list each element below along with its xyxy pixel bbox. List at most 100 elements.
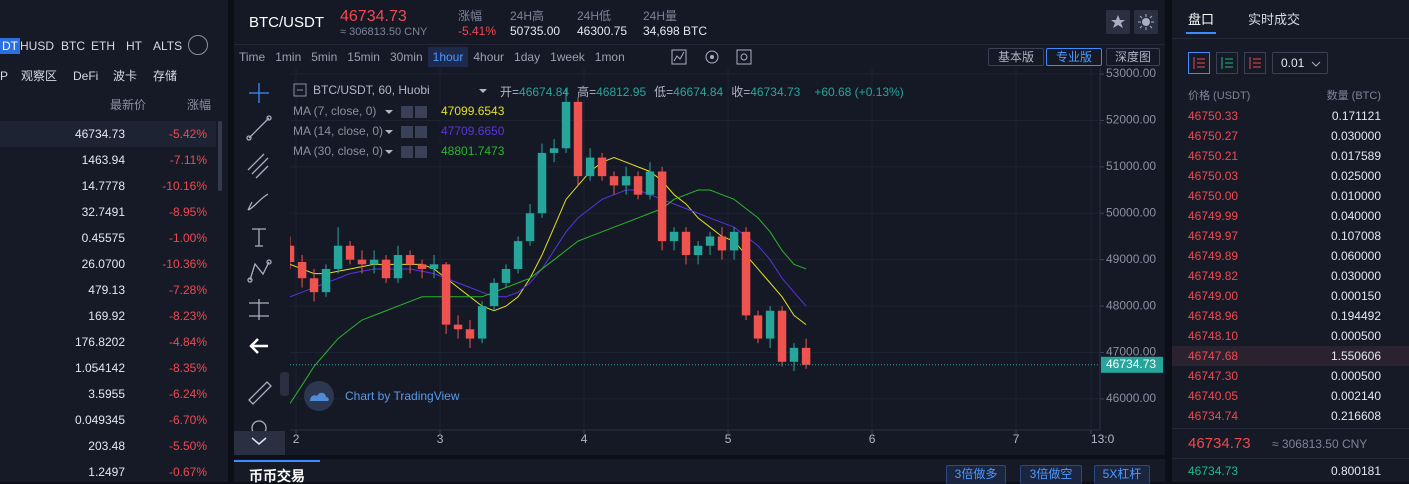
zone-tab[interactable]: DeFi: [73, 69, 99, 83]
market-tab[interactable]: ALTS: [153, 39, 183, 53]
ask-price[interactable]: 46747.68: [1188, 349, 1239, 363]
book-tab[interactable]: 盘口: [1188, 12, 1215, 27]
row-change[interactable]: -6.70%: [168, 413, 207, 427]
candle-body: [405, 255, 415, 265]
bid-price[interactable]: 46734.73: [1188, 464, 1239, 478]
ask-price[interactable]: 46748.96: [1188, 309, 1239, 323]
view-button[interactable]: 专业版: [1046, 48, 1102, 66]
view-button[interactable]: 基本版: [988, 48, 1044, 66]
row-price[interactable]: 1.054142: [74, 361, 125, 375]
interval-button[interactable]: 1week: [550, 50, 585, 64]
legend-button[interactable]: [415, 146, 427, 158]
market-tab[interactable]: HT: [126, 39, 142, 53]
row-price[interactable]: 0.45575: [81, 231, 125, 245]
view-button[interactable]: 深度图: [1106, 48, 1160, 66]
legend-button[interactable]: [401, 126, 413, 138]
row-price[interactable]: 176.8202: [74, 335, 125, 349]
interval-button[interactable]: 1min: [275, 50, 302, 64]
interval-button[interactable]: Time: [239, 50, 266, 64]
drawing-tools[interactable]: [246, 83, 272, 436]
ask-price[interactable]: 46747.30: [1188, 369, 1239, 383]
row-price[interactable]: 46734.73: [74, 127, 125, 141]
ask-price[interactable]: 46749.99: [1188, 209, 1239, 223]
interval-button[interactable]: 30min: [389, 50, 423, 64]
row-change[interactable]: -10.16%: [162, 179, 207, 193]
trade-button[interactable]: 5X杠杆: [1094, 465, 1150, 484]
row-price[interactable]: 3.5955: [88, 387, 125, 401]
toolbar-icons[interactable]: [668, 47, 758, 67]
theme-button[interactable]: [1134, 10, 1158, 34]
row-price[interactable]: 0.049345: [74, 413, 125, 427]
legend-button[interactable]: [401, 146, 413, 158]
interval-button[interactable]: 1day: [514, 50, 541, 64]
symbol: BTC/USDT: [249, 14, 324, 31]
candle-body: [765, 310, 775, 339]
book-mode-icon: [1193, 57, 1205, 69]
row-price[interactable]: 14.7778: [81, 179, 125, 193]
ask-price[interactable]: 46740.05: [1188, 389, 1239, 403]
ask-price[interactable]: 46750.03: [1188, 169, 1239, 183]
row-price[interactable]: 32.7491: [81, 205, 125, 219]
ask-price[interactable]: 46749.82: [1188, 269, 1239, 283]
row-change[interactable]: -8.35%: [168, 361, 207, 375]
row-change[interactable]: -1.00%: [168, 231, 207, 245]
ask-price[interactable]: 46750.27: [1188, 129, 1239, 143]
book-mode[interactable]: [1244, 52, 1266, 74]
row-change[interactable]: -6.24%: [168, 387, 207, 401]
ask-price[interactable]: 46749.00: [1188, 289, 1239, 303]
candle-body: [729, 231, 739, 251]
row-change[interactable]: -10.36%: [162, 257, 207, 271]
legend-button[interactable]: [401, 106, 413, 118]
row-price[interactable]: 479.13: [88, 283, 125, 297]
book-mode-icon: [1221, 57, 1233, 69]
zone-tab[interactable]: 观察区: [21, 69, 58, 83]
row-change[interactable]: -8.95%: [168, 205, 207, 219]
row-change[interactable]: -5.50%: [168, 439, 207, 453]
book-mode[interactable]: [1216, 52, 1238, 74]
ask-price[interactable]: 46749.89: [1188, 249, 1239, 263]
trade-button[interactable]: 3倍做多: [946, 465, 1006, 484]
zone-tab[interactable]: P: [0, 69, 9, 83]
favorite-button[interactable]: [1106, 10, 1130, 34]
candle-body: [693, 245, 703, 256]
market-tab[interactable]: BTC: [61, 39, 85, 53]
legend-button[interactable]: [415, 126, 427, 138]
interval-button[interactable]: 1hour: [427, 47, 469, 67]
ask-price[interactable]: 46748.10: [1188, 329, 1239, 343]
row-change[interactable]: -8.23%: [168, 309, 207, 323]
market-tab[interactable]: HUSD: [20, 39, 55, 53]
interval-button[interactable]: 5min: [311, 50, 338, 64]
row-price[interactable]: 1.2497: [88, 465, 125, 479]
interval-button[interactable]: 4hour: [473, 50, 505, 64]
trade-button[interactable]: 3倍做空: [1020, 465, 1082, 484]
row-change[interactable]: -7.11%: [169, 153, 207, 167]
ask-price[interactable]: 46750.21: [1188, 149, 1239, 163]
row-change[interactable]: -0.67%: [168, 465, 207, 479]
more-button[interactable]: [188, 35, 208, 55]
row-change[interactable]: -4.84%: [168, 335, 207, 349]
ask-price[interactable]: 46734.74: [1188, 409, 1239, 423]
zone-tab[interactable]: 波卡: [113, 69, 138, 83]
column-header: 涨幅: [186, 98, 211, 112]
ask-price[interactable]: 46749.97: [1188, 229, 1239, 243]
row-price[interactable]: 1463.94: [81, 153, 125, 167]
market-tab[interactable]: DT: [0, 38, 20, 54]
book-mode[interactable]: [1188, 52, 1210, 74]
step-select[interactable]: 0.01: [1272, 52, 1328, 74]
interval-button[interactable]: 15min: [347, 50, 380, 64]
ask-price[interactable]: 46750.33: [1188, 109, 1239, 123]
row-price[interactable]: 203.48: [88, 439, 125, 453]
side-toggle[interactable]: [280, 372, 289, 396]
x-tick-label: 2: [293, 432, 300, 446]
watermark-text: Chart by TradingView: [345, 389, 460, 403]
row-change[interactable]: -7.28%: [168, 283, 207, 297]
book-tab[interactable]: 实时成交: [1248, 12, 1301, 27]
market-tab[interactable]: ETH: [91, 39, 115, 53]
row-change[interactable]: -5.42%: [168, 127, 207, 141]
legend-button[interactable]: [415, 106, 427, 118]
row-price[interactable]: 169.92: [88, 309, 125, 323]
row-price[interactable]: 26.0700: [81, 257, 125, 271]
zone-tab[interactable]: 存储: [153, 69, 178, 83]
interval-button[interactable]: 1mon: [594, 50, 625, 64]
ask-price[interactable]: 46750.00: [1188, 189, 1239, 203]
